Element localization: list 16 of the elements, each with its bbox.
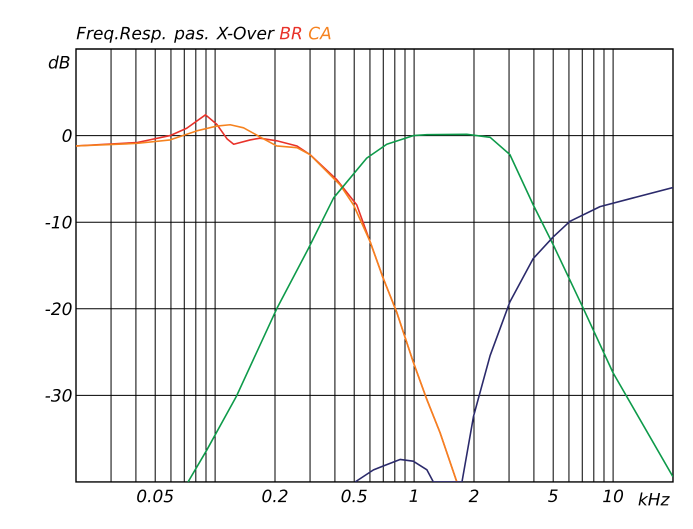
x-tick-label: 0.5 — [342, 490, 367, 502]
x-tick-label: 0.2 — [262, 490, 288, 502]
text: BR — [280, 26, 302, 40]
y-axis-title: dB — [48, 56, 70, 69]
x-tick-label: 2 — [468, 490, 478, 502]
x-tick-label: 5 — [548, 490, 558, 502]
x-tick-label: 0.05 — [137, 490, 174, 502]
x-axis-title: kHz — [638, 492, 670, 506]
x-tick-label: 1 — [410, 490, 417, 502]
y-tick-label: 0 — [62, 129, 72, 142]
text: CA — [308, 26, 331, 40]
y-tick-label: -10 — [45, 216, 72, 229]
y-tick-label: -30 — [45, 388, 72, 402]
chart-title: Freq.Resp. pas. X-Over — [76, 26, 275, 43]
x-tick-label: 10 — [603, 490, 624, 502]
y-tick-label: -20 — [45, 302, 72, 316]
